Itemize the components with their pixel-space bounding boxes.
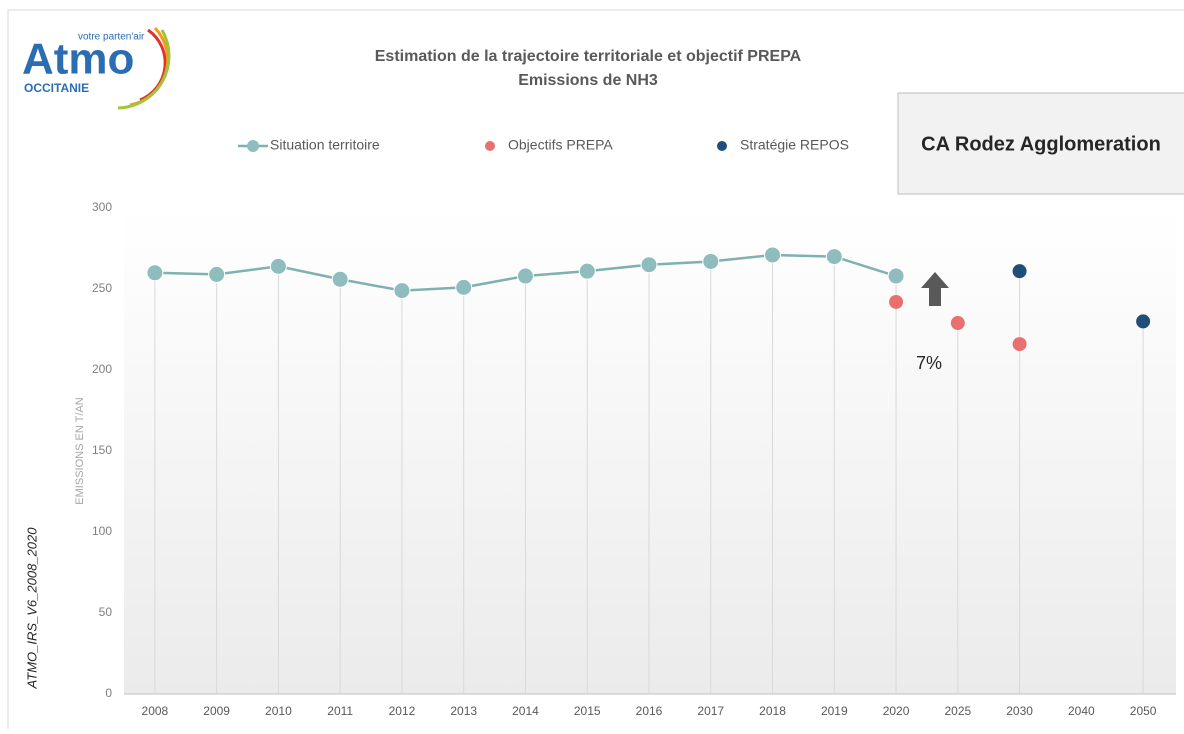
point [331,270,349,288]
side-label: ATMO_IRS_V6_2008_2020 [24,527,39,690]
logo-region: OCCITANIE [24,81,89,95]
x-tick-label: 2017 [697,704,724,718]
point [1136,314,1151,329]
y-tick-label: 0 [105,686,112,700]
point [269,257,287,275]
point [393,282,411,300]
plot-area [124,208,1176,694]
logo: Atmo votre parten'air OCCITANIE [22,26,171,110]
y-tick-label: 200 [92,362,112,376]
x-tick-label: 2050 [1130,704,1157,718]
point [702,252,720,270]
territory-label: CA Rodez Agglomeration [921,133,1161,155]
y-axis-label: EMISSIONS EN T/AN [74,397,86,504]
point [578,262,596,280]
x-tick-label: 2015 [574,704,601,718]
chart-subtitle: Emissions de NH3 [518,72,658,89]
x-tick-label: 2014 [512,704,539,718]
y-tick-label: 150 [92,443,112,457]
territory-box [897,92,1184,195]
logo-name: Atmo [22,35,134,84]
chart-title: Estimation de la trajectoire territorial… [375,48,802,65]
point [825,248,843,266]
point [146,264,164,282]
logo-arc [117,29,171,110]
x-tick-label: 2040 [1068,704,1095,718]
legend-marker [485,141,495,151]
point [764,246,782,264]
x-tick-label: 2011 [327,704,353,718]
point [640,256,658,274]
x-tick-label: 2030 [1006,704,1033,718]
point [1012,337,1027,352]
legend-label: Objectifs PREPA [508,137,613,153]
point [516,267,534,285]
x-tick-label: 2010 [265,704,292,718]
point [887,267,905,285]
annotation: 7% [916,353,942,373]
x-tick-label: 2016 [636,704,663,718]
x-tick-label: 2012 [389,704,416,718]
y-tick-label: 250 [92,281,112,295]
y-tick-label: 50 [99,605,113,619]
y-tick-label: 300 [92,200,112,214]
x-tick-label: 2008 [142,704,169,718]
arrow [921,272,949,306]
x-tick-label: 2020 [883,704,910,718]
x-tick-label: 2018 [759,704,786,718]
point [889,294,904,309]
legend-marker [247,140,259,152]
x-tick-label: 2019 [821,704,848,718]
x-tick-label: 2025 [944,704,971,718]
point [455,278,473,296]
y-tick-label: 100 [92,524,112,538]
legend-label: Situation territoire [270,137,380,153]
legend-label: Stratégie REPOS [740,137,849,153]
point [208,265,226,283]
legend-marker [717,141,727,151]
logo-tagline: votre parten'air [78,32,145,43]
point [950,316,965,331]
x-tick-label: 2013 [450,704,477,718]
point [1012,264,1027,279]
x-tick-label: 2009 [203,704,230,718]
